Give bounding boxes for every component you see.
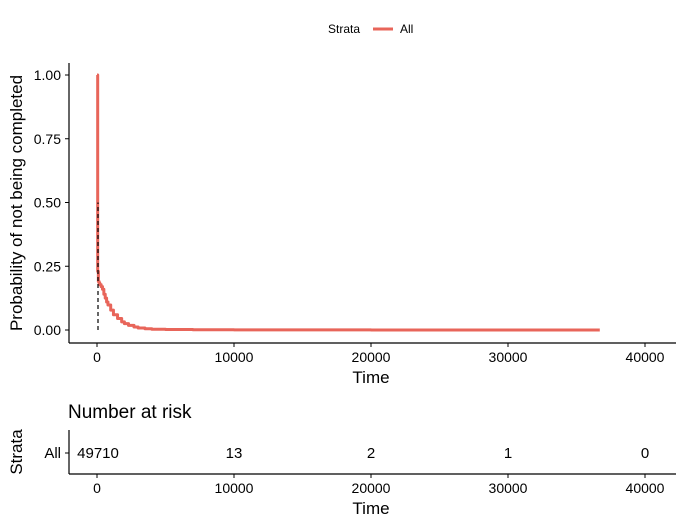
risk-value: 1 bbox=[504, 445, 512, 462]
x-tick-label: 10000 bbox=[215, 349, 254, 365]
series-layer bbox=[96, 73, 600, 332]
risk-row-label-all: All bbox=[44, 445, 61, 462]
y-tick-label: 0.25 bbox=[34, 258, 61, 274]
y-tick-label: 0.75 bbox=[34, 131, 61, 147]
risk-table: Number at risk All 49710 13 2 1 0 0 10000 2000… bbox=[7, 402, 676, 518]
risk-table-title: Number at risk bbox=[68, 402, 192, 423]
risk-x-tick-label: 20000 bbox=[352, 480, 391, 496]
y-axis-title: Probability of not being completed bbox=[7, 75, 26, 331]
legend-label-all: All bbox=[400, 22, 413, 36]
x-tick-label: 30000 bbox=[489, 349, 528, 365]
x-ticks: 0 10000 20000 30000 40000 bbox=[93, 343, 665, 365]
risk-x-tick-label: 30000 bbox=[489, 480, 528, 496]
x-tick-label: 40000 bbox=[626, 349, 665, 365]
risk-x-axis-title: Time bbox=[352, 499, 389, 518]
risk-value: 2 bbox=[367, 445, 375, 462]
risk-value: 0 bbox=[641, 445, 649, 462]
risk-value: 49710 bbox=[77, 445, 119, 462]
x-tick-label: 0 bbox=[93, 349, 101, 365]
risk-x-ticks: 0 10000 20000 30000 40000 bbox=[93, 474, 665, 496]
survival-curve bbox=[96, 73, 600, 332]
y-tick-label: 0.00 bbox=[34, 322, 61, 338]
legend: Strata All bbox=[328, 22, 413, 36]
y-tick-label: 1.00 bbox=[34, 67, 61, 83]
x-axis-title: Time bbox=[352, 368, 389, 387]
risk-x-tick-label: 10000 bbox=[215, 480, 254, 496]
x-tick-label: 20000 bbox=[352, 349, 391, 365]
legend-title: Strata bbox=[328, 22, 360, 36]
risk-value: 13 bbox=[226, 445, 243, 462]
risk-y-axis-title: Strata bbox=[7, 429, 26, 475]
risk-values: 49710 13 2 1 0 bbox=[77, 445, 649, 462]
risk-x-tick-label: 40000 bbox=[626, 480, 665, 496]
y-tick-label: 0.50 bbox=[34, 195, 61, 211]
y-ticks: 0.00 0.25 0.50 0.75 1.00 bbox=[34, 67, 69, 338]
main-plot: 0.00 0.25 0.50 0.75 1.00 0 10000 20000 30000 400… bbox=[7, 63, 676, 387]
risk-x-tick-label: 0 bbox=[93, 480, 101, 496]
